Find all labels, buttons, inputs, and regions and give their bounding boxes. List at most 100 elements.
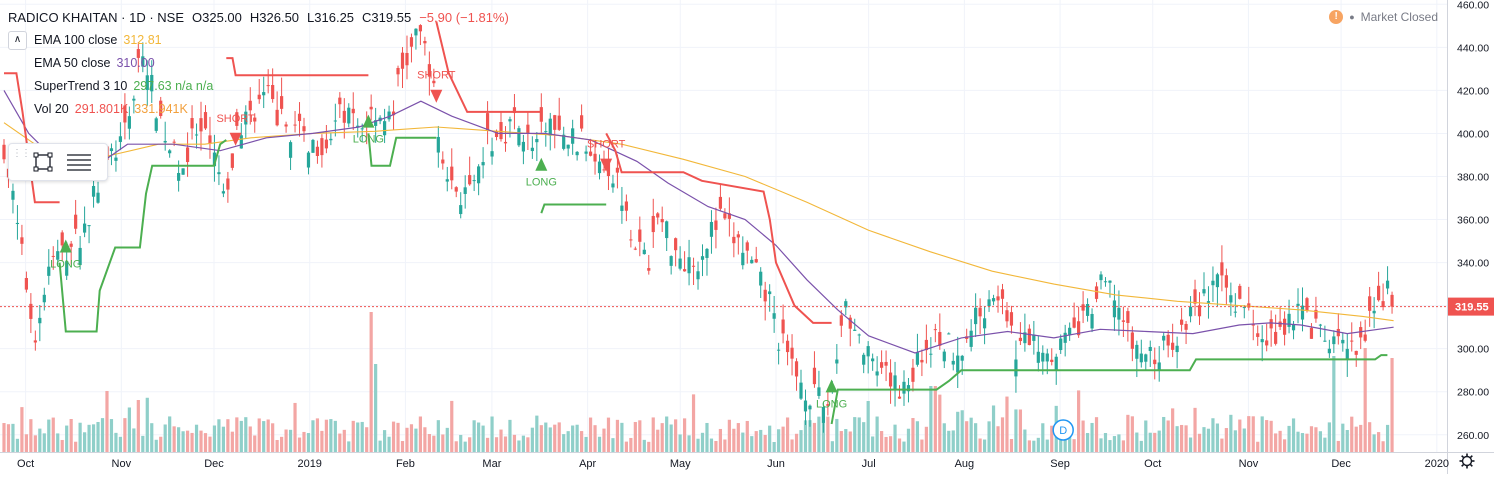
volume-bar (678, 434, 682, 452)
candle-body (839, 315, 843, 326)
candle-body (1336, 328, 1340, 337)
legend-ema50[interactable]: EMA 50 close 310.00 (8, 52, 509, 75)
volume-bar (812, 422, 817, 452)
volume-bar (1162, 416, 1166, 452)
volume-bar (696, 438, 700, 452)
price-tick-label: 300.00 (1457, 344, 1489, 356)
legend-supertrend[interactable]: SuperTrend 3 10 297.63 n/a n/a (8, 75, 509, 98)
volume-bar (1117, 434, 1121, 452)
time-tick-label: May (670, 458, 691, 470)
volume-bar (790, 439, 794, 452)
candle-body (566, 144, 570, 149)
candle-body (553, 115, 557, 130)
candle-body (248, 100, 252, 111)
candle-body (1372, 310, 1376, 314)
candle-body (141, 56, 145, 67)
volume-bar (391, 421, 396, 452)
candle-body (302, 126, 306, 132)
candle-body (875, 371, 879, 376)
volume-bar (168, 416, 172, 452)
candle-body (109, 148, 114, 152)
volume-bar (1027, 440, 1031, 452)
symbol-title[interactable]: RADICO KHAITAN · 1D · NSE (8, 10, 185, 25)
volume-bar (1202, 427, 1206, 452)
dividend-marker-label: D (1059, 425, 1067, 437)
time-tick-label: Dec (204, 458, 224, 470)
current-price-label: 319.55 (1455, 302, 1489, 314)
settings-gear-tooth (1461, 455, 1465, 459)
supertrend-down-line (226, 57, 369, 77)
volume-bar (1005, 396, 1009, 452)
volume-bar (517, 440, 521, 452)
candle-body (1139, 353, 1143, 363)
volume-bar (1045, 439, 1049, 452)
legend-volume[interactable]: Vol 20 291.801K 331.941K (8, 98, 509, 121)
candle-body (1390, 294, 1394, 307)
volume-bar (996, 426, 1000, 452)
supertrend-name[interactable]: SuperTrend 3 10 (34, 79, 128, 93)
legend-collapse-button[interactable]: ∧ (8, 31, 27, 50)
volume-bar (338, 433, 342, 452)
volume-bar (405, 427, 409, 452)
volume-bar (1251, 416, 1255, 452)
volume-bar (181, 431, 185, 452)
rectangle-tool-button[interactable] (28, 147, 58, 177)
volume-bar (1184, 425, 1188, 452)
volume-bar (718, 428, 723, 452)
ema50-name[interactable]: EMA 50 close (34, 56, 111, 70)
long-signal-label: LONG (353, 134, 384, 146)
volume-bar (1041, 423, 1045, 452)
candle-body (1385, 280, 1390, 289)
volume-bar (1094, 417, 1099, 452)
floating-drawing-toolbar[interactable]: ⋮⋮ (8, 143, 108, 181)
volume-name[interactable]: Vol 20 (34, 102, 69, 116)
volume-bar (1175, 426, 1179, 452)
candle-body (1215, 274, 1220, 288)
candle-body (982, 318, 987, 329)
volume-bar (459, 434, 463, 452)
volume-bar (1368, 422, 1372, 452)
candle-body (1112, 300, 1117, 318)
volume-bar (208, 436, 212, 452)
volume-bar (136, 400, 140, 452)
supertrend-up-line (58, 139, 227, 333)
ema100-name[interactable]: EMA 100 close (34, 33, 118, 47)
volume-bar (387, 436, 391, 452)
candle-body (593, 153, 597, 162)
ohlc-low: L316.25 (307, 10, 355, 25)
drag-handle-icon[interactable]: ⋮⋮ (12, 148, 31, 159)
candle-body (329, 138, 333, 141)
candle-body (29, 303, 33, 319)
legend-ema100[interactable]: EMA 100 close 312.81 (8, 29, 509, 52)
candle-body (777, 349, 781, 351)
volume-bar (1126, 414, 1130, 452)
volume-bar (871, 436, 875, 452)
candle-body (409, 37, 414, 47)
candle-body (974, 307, 978, 325)
volume-bar (727, 419, 731, 452)
candle-body (1327, 348, 1331, 354)
lines-tool-button[interactable] (64, 147, 94, 177)
volume-bar (114, 432, 118, 452)
supertrend-up-line (367, 133, 437, 167)
time-tick-label: Oct (1144, 458, 1161, 470)
volume-bar (884, 436, 888, 452)
settings-gear-icon (1461, 455, 1473, 467)
candle-body (562, 134, 566, 149)
volume-bar (794, 433, 799, 452)
volume-bar (311, 420, 315, 452)
candle-body (418, 25, 423, 32)
candle-body (24, 278, 28, 290)
candle-body (1278, 321, 1282, 327)
volume-bar (1085, 433, 1090, 452)
candle-body (293, 124, 297, 126)
volume-bar (60, 439, 64, 452)
candle-body (682, 269, 687, 272)
candle-body (920, 359, 924, 363)
candle-body (1130, 332, 1134, 349)
volume-bar (1363, 348, 1367, 452)
candle-body (1032, 334, 1036, 341)
volume-bar (244, 417, 248, 452)
